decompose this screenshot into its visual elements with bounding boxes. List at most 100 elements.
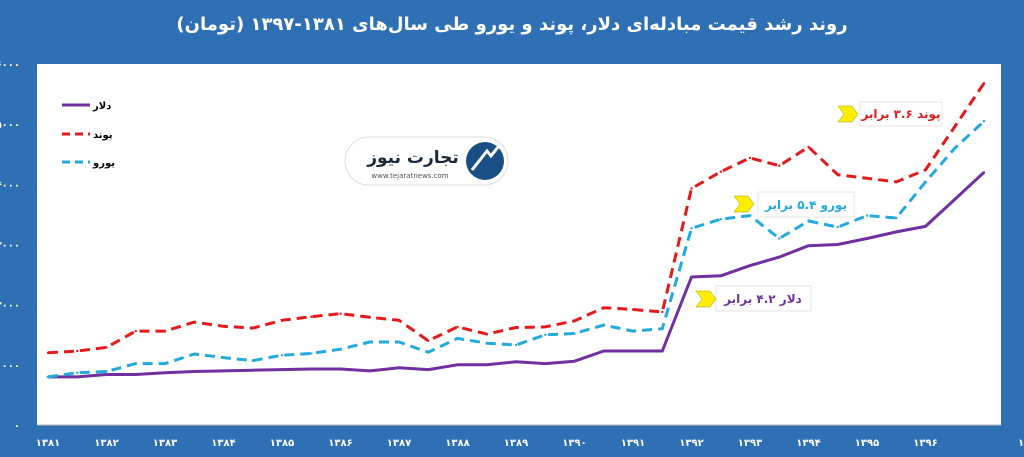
- x-tick-label: ۱۳۹۶: [913, 438, 937, 449]
- data-point-euro: [690, 227, 693, 230]
- tejaratnews-logo: تجارت نیوز www.tejaratnews.com: [344, 136, 509, 186]
- data-point-euro: [778, 237, 781, 240]
- data-point-pound: [427, 339, 430, 342]
- data-point-dollar: [514, 360, 518, 363]
- data-point-euro: [163, 362, 167, 365]
- data-point-dollar: [427, 368, 430, 371]
- data-point-dollar: [748, 264, 752, 267]
- data-point-euro: [836, 225, 839, 229]
- data-point-dollar: [602, 349, 605, 353]
- data-point-euro: [865, 214, 869, 217]
- data-point-euro: [982, 120, 986, 123]
- annotation-pound: پوند ۳.۶ برابر: [837, 101, 943, 127]
- data-point-dollar: [339, 367, 342, 371]
- logo-pill: [344, 136, 509, 186]
- data-point-euro: [397, 340, 401, 344]
- data-point-euro: [310, 352, 313, 355]
- data-point-euro: [544, 333, 547, 336]
- chart-title: روند رشد قیمت مبادله‌ای دلار، پوند و یور…: [176, 14, 848, 35]
- data-point-dollar: [953, 198, 956, 201]
- x-tick-label: ۱۳۸۲: [94, 438, 118, 449]
- annotation-euro-label: یورو ۵.۴ برابر: [764, 198, 847, 213]
- data-point-pound: [310, 315, 313, 318]
- y-tick-label: ۶۰۰۰: [0, 60, 20, 71]
- data-point-pound: [982, 82, 986, 85]
- data-point-pound: [134, 329, 137, 333]
- data-point-dollar: [778, 255, 781, 259]
- y-tick-label: ۴۰۰۰: [0, 180, 20, 191]
- data-point-dollar: [485, 363, 488, 366]
- data-point-pound: [251, 326, 254, 330]
- data-point-euro: [807, 219, 810, 223]
- annotation-pound-label: پوند ۳.۶ برابر: [860, 107, 940, 122]
- annotation-dollar: دلار ۴.۲ برابر: [695, 285, 812, 312]
- x-tick-label: ۱۳۹۰: [562, 438, 586, 449]
- data-point-dollar: [865, 237, 869, 240]
- data-point-dollar: [76, 375, 79, 379]
- y-tick-label: ۱۰۰۰: [0, 361, 20, 372]
- annotation-arrow-icon: [837, 105, 859, 123]
- y-tick-label: ۳۰۰۰: [0, 241, 20, 252]
- data-point-pound: [631, 308, 635, 311]
- x-tick-label: ۱۳۸۳: [153, 438, 177, 449]
- data-point-euro: [251, 359, 254, 362]
- annotation-arrow-icon: [695, 290, 717, 308]
- data-point-dollar: [222, 369, 225, 373]
- data-point-euro: [485, 342, 488, 345]
- annotation-box: [859, 101, 943, 127]
- x-tick-label: ۱۳۹۴: [796, 438, 820, 449]
- data-point-dollar: [836, 243, 839, 246]
- logo-name: تجارت نیوز: [366, 148, 459, 168]
- data-point-dollar: [310, 367, 313, 371]
- data-point-euro: [631, 329, 635, 333]
- data-point-euro: [76, 371, 79, 374]
- annotation-box: [715, 285, 812, 312]
- data-point-euro: [661, 327, 664, 330]
- data-point-euro: [748, 214, 752, 217]
- data-point-euro: [514, 343, 518, 347]
- data-point-dollar: [456, 363, 459, 366]
- data-point-pound: [895, 180, 898, 184]
- data-point-dollar: [193, 370, 196, 373]
- annotation-box: [757, 191, 855, 218]
- data-point-dollar: [573, 360, 576, 363]
- data-point-dollar: [719, 274, 722, 277]
- data-point-dollar: [251, 369, 254, 372]
- data-point-pound: [193, 320, 196, 324]
- y-tick-label: ۲۰۰۰: [0, 301, 20, 312]
- data-point-dollar: [163, 371, 167, 374]
- data-point-dollar: [807, 244, 810, 247]
- data-point-pound: [953, 125, 956, 128]
- data-point-euro: [105, 370, 108, 373]
- data-point-dollar: [544, 362, 547, 365]
- data-point-euro: [280, 354, 284, 357]
- legend: دلار پوند یورو: [62, 101, 115, 169]
- data-point-dollar: [397, 366, 401, 369]
- data-point-pound: [807, 145, 810, 149]
- data-point-euro: [134, 362, 137, 365]
- data-point-euro: [46, 375, 50, 379]
- data-point-pound: [690, 187, 693, 190]
- y-tick-label: ۵۰۰۰: [0, 120, 20, 131]
- data-point-dollar: [631, 349, 635, 353]
- series-line-euro: [47, 120, 986, 379]
- annotation-euro: یورو ۵.۴ برابر: [733, 191, 855, 218]
- x-tick-label: ۱۳۸۷: [387, 438, 411, 449]
- x-tick-label: ۱۳۹۱: [621, 438, 645, 449]
- data-point-pound: [602, 306, 605, 309]
- data-point-pound: [339, 312, 342, 315]
- data-point-pound: [222, 325, 225, 328]
- legend-label-pound: پوند: [93, 130, 113, 141]
- x-tick-label: ۱۳۸۹: [504, 438, 528, 449]
- x-tick-label: ۱۳۹۵: [855, 438, 879, 449]
- data-point-pound: [661, 310, 664, 314]
- logo-arrow-icon: [470, 146, 500, 171]
- data-point-dollar: [982, 171, 986, 174]
- data-point-pound: [76, 349, 79, 353]
- legend-label-euro: یورو: [92, 158, 115, 169]
- y-axis-ticks: ۰ ۱۰۰۰ ۲۰۰۰ ۳۰۰۰ ۴۰۰۰ ۵۰۰۰ ۶۰۰۰: [0, 60, 20, 432]
- data-point-euro: [193, 352, 196, 356]
- data-point-pound: [778, 164, 781, 167]
- data-point-euro: [456, 337, 459, 340]
- data-point-euro: [573, 332, 576, 335]
